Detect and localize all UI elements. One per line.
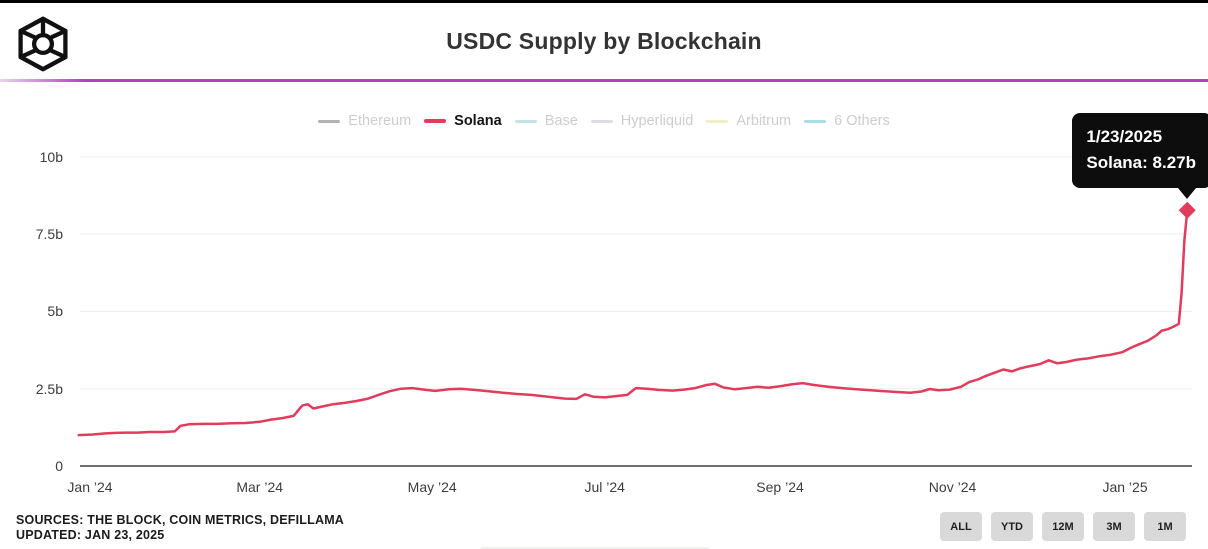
- x-tick-label: Jan ’24: [67, 479, 113, 495]
- series-line-solana: [77, 209, 1189, 437]
- y-tick-label: 10b: [39, 148, 63, 165]
- legend-swatch-icon: [804, 119, 827, 123]
- range-button-3m[interactable]: 3M: [1093, 512, 1135, 541]
- legend-label: Base: [544, 113, 578, 129]
- sources-note: SOURCES: THE BLOCK, COIN METRICS, DEFILL…: [16, 513, 344, 543]
- legend-swatch-icon: [706, 119, 729, 123]
- chart-legend: Ethereum Solana Base Hyperliquid Arbitrum 6 O…: [0, 113, 1208, 129]
- legend-swatch-icon: [514, 119, 537, 123]
- y-tick-label: 0: [55, 458, 63, 474]
- y-tick-label: 5b: [47, 303, 63, 320]
- y-tick-label: 2.5b: [35, 380, 63, 397]
- updated-line: UPDATED: JAN 23, 2025: [16, 528, 165, 542]
- legend-label: Arbitrum: [736, 113, 792, 129]
- chart-tooltip: 1/23/2025 Solana: 8.27b: [1072, 113, 1208, 199]
- bottom-scroll-bar[interactable]: [480, 547, 710, 549]
- x-tick-label: Sep ’24: [756, 479, 804, 495]
- sources-line: SOURCES: THE BLOCK, COIN METRICS, DEFILL…: [16, 513, 345, 527]
- range-button-1m[interactable]: 1M: [1144, 512, 1186, 541]
- tooltip-pointer-icon: [1178, 188, 1196, 199]
- range-button-12m[interactable]: 12M: [1042, 512, 1084, 541]
- the-block-logo: [18, 16, 68, 72]
- legend-item-solana[interactable]: Solana: [424, 113, 502, 129]
- legend-label: Solana: [454, 113, 502, 129]
- range-button-all[interactable]: ALL: [940, 512, 982, 541]
- legend-swatch-icon: [424, 119, 447, 123]
- legend-item-ethereum[interactable]: Ethereum: [318, 113, 411, 129]
- range-button-ytd[interactable]: YTD: [991, 512, 1033, 541]
- legend-swatch-icon: [318, 119, 341, 123]
- tooltip-date: 1/23/2025: [1086, 127, 1163, 146]
- page-title: USDC Supply by Blockchain: [446, 28, 762, 54]
- header: USDC Supply by Blockchain: [0, 6, 1208, 80]
- chart-area[interactable]: 0 2.5b 5b 7.5b 10b Jan ’24 Mar ’24 May ’24 Jul …: [0, 3, 1208, 549]
- tooltip-value: Solana: 8.27b: [1086, 153, 1196, 172]
- x-tick-label: Jan ’25: [1102, 479, 1148, 495]
- x-tick-label: Jul ’24: [584, 479, 625, 495]
- y-tick-label: 7.5b: [35, 226, 63, 243]
- x-tick-label: Nov ’24: [928, 479, 977, 495]
- range-selector: ALL YTD 12M 3M 1M: [940, 512, 1186, 541]
- end-point-diamond-marker: [1178, 201, 1196, 219]
- legend-label: Ethereum: [348, 113, 412, 129]
- legend-item-6-others[interactable]: 6 Others: [804, 113, 890, 129]
- line-chart-plot: [77, 156, 1196, 467]
- legend-label: Hyperliquid: [620, 113, 694, 129]
- x-tick-label: Mar ’24: [236, 479, 284, 495]
- legend-item-hyperliquid[interactable]: Hyperliquid: [590, 113, 694, 129]
- legend-item-base[interactable]: Base: [514, 113, 578, 129]
- legend-label: 6 Others: [834, 113, 890, 129]
- legend-swatch-icon: [590, 119, 613, 123]
- header-divider: [0, 79, 1208, 82]
- x-tick-label: May ’24: [407, 479, 457, 495]
- legend-item-arbitrum[interactable]: Arbitrum: [706, 113, 791, 129]
